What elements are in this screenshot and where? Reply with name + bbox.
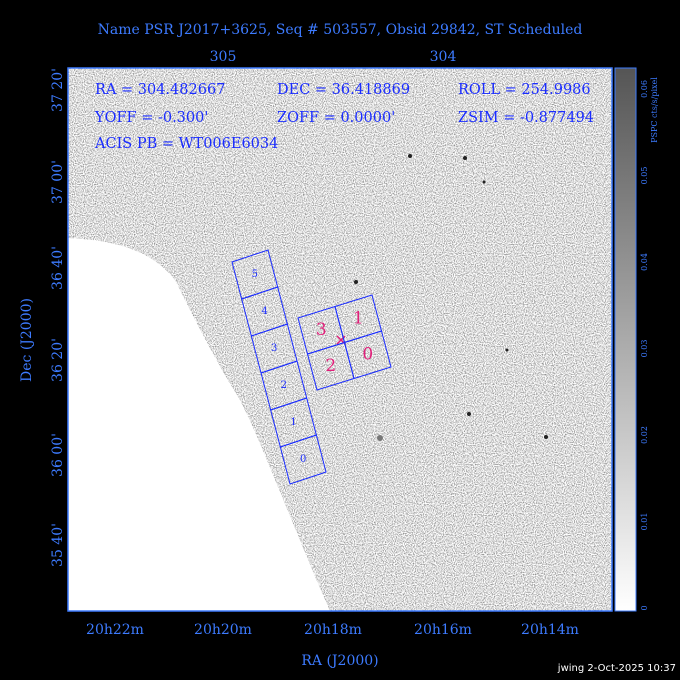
info-text: YOFF = -0.300' [94,110,208,126]
info-text: RA = 304.482667 [95,82,225,98]
info-text: ROLL = 254.9986 [458,82,591,98]
top-tick-label: 305 [210,49,237,65]
acis-i-chip-label: 3 [316,320,327,340]
left-tick-label: 37 00' [50,160,66,204]
plot-frame [67,67,613,612]
left-tick-label: 36 00' [50,433,66,477]
info-text: ACIS PB = WT006E6034 [94,136,278,152]
acis-s-chip-label: 4 [261,306,267,317]
x-axis-title: RA (J2000) [301,653,378,669]
footer: jwing 2-Oct-2025 10:37 [557,663,676,674]
acis-s-chip-label: 1 [290,417,296,428]
y-axis-title: Dec (J2000) [19,298,35,382]
colorbar [614,67,637,612]
bottom-tick-label: 20h18m [304,622,362,638]
acis-s-chip-label: 5 [252,269,258,280]
bottom-tick-label: 20h22m [86,622,144,638]
top-tick-label: 304 [430,49,457,65]
info-text: ZSIM = -0.877494 [458,110,594,126]
bottom-tick-label: 20h16m [414,622,472,638]
acis-i-chip-label: 2 [325,356,336,376]
info-text: DEC = 36.418869 [277,82,410,98]
bottom-tick-label: 20h20m [194,622,252,638]
acis-s-chip [279,434,327,485]
acis-i-chip-label: 0 [362,344,373,364]
acis-s-chip-label: 3 [271,343,277,354]
left-tick-label: 36 40' [50,246,66,290]
acis-i-chip-label: 1 [353,308,364,328]
bottom-tick-label: 20h14m [521,622,579,638]
colorbar-tick-label: 0.06 [640,80,649,98]
info-text: ZOFF = 0.0000' [277,110,395,126]
acis-i-chip [343,330,392,380]
colorbar-tick-label: 0.01 [640,513,649,531]
colorbar-label: PSPC cts/s/pixel [650,77,659,143]
acis-s-chip-label: 2 [281,380,287,391]
colorbar-tick-label: 0.02 [640,426,649,444]
colorbar-tick-label: 0 [640,605,649,610]
left-tick-label: 35 40' [50,523,66,567]
left-tick-label: 37 20' [50,68,66,112]
acis-s-chip-label: 0 [300,454,306,465]
colorbar-tick-label: 0.03 [640,340,649,358]
left-tick-label: 36 20' [50,338,66,382]
colorbar-tick-label: 0.04 [640,253,649,271]
colorbar-tick-label: 0.05 [640,167,649,185]
title: Name PSR J2017+3625, Seq # 503557, Obsid… [98,22,583,38]
